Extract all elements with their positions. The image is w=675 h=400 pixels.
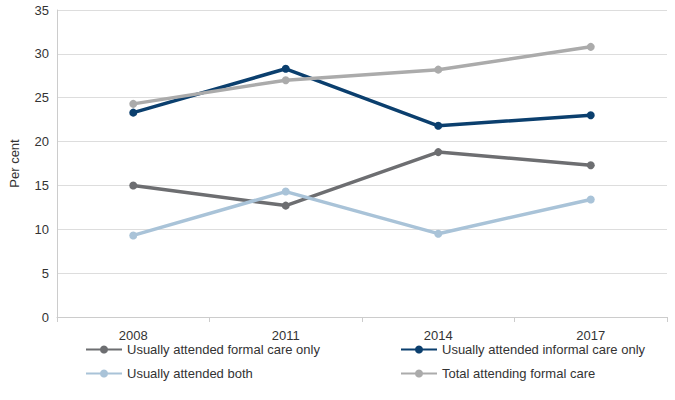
svg-text:0: 0 (42, 310, 49, 325)
svg-text:10: 10 (35, 222, 49, 237)
svg-text:Usually attended both: Usually attended both (127, 366, 253, 381)
svg-text:25: 25 (35, 90, 49, 105)
svg-text:35: 35 (35, 3, 49, 18)
svg-text:5: 5 (42, 266, 49, 281)
svg-text:15: 15 (35, 178, 49, 193)
svg-text:Usually attended formal care o: Usually attended formal care only (127, 342, 320, 357)
svg-text:2008: 2008 (119, 328, 148, 343)
svg-text:30: 30 (35, 46, 49, 61)
svg-text:Per cent: Per cent (7, 139, 22, 188)
svg-text:2014: 2014 (424, 328, 453, 343)
svg-text:2011: 2011 (272, 328, 300, 343)
svg-text:20: 20 (35, 134, 49, 149)
svg-text:2017: 2017 (576, 328, 605, 343)
svg-text:Total attending formal care: Total attending formal care (442, 366, 595, 381)
svg-text:Usually attended informal care: Usually attended informal care only (442, 342, 646, 357)
